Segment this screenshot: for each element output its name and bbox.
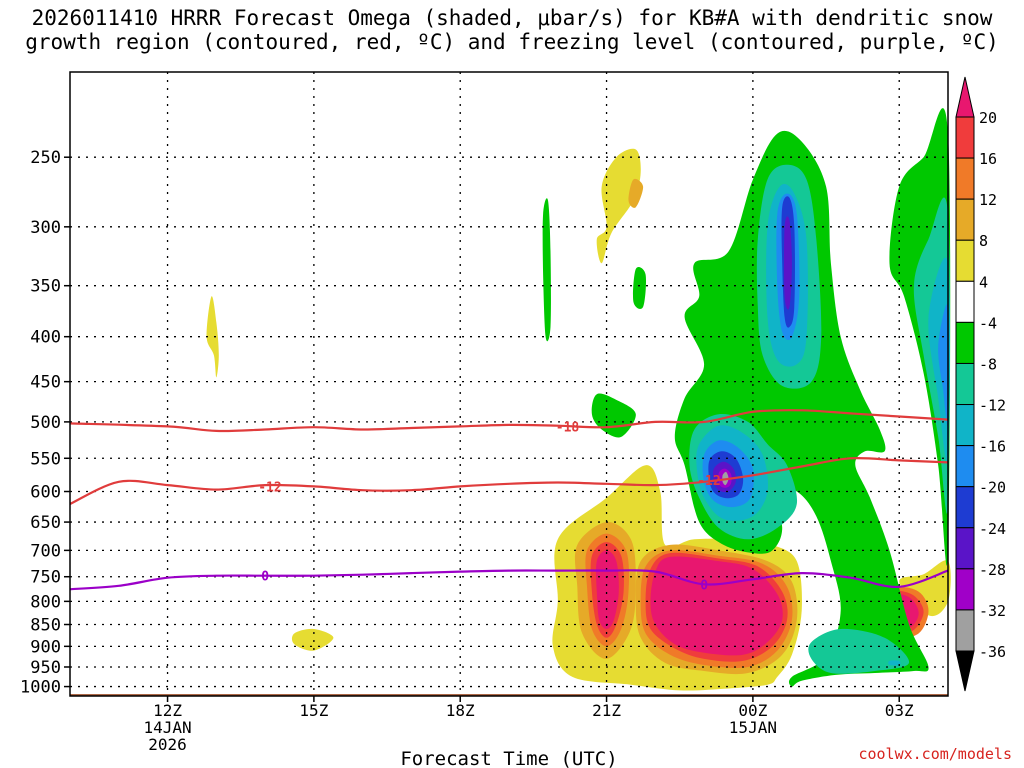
colorbar-box-1 (955, 157, 975, 200)
colorbar-label-2: 12 (979, 191, 997, 209)
y-tick-label-250: 250 (30, 148, 61, 168)
colorbar-label-3: 8 (979, 232, 988, 250)
colorbar-box-3 (955, 239, 975, 282)
contour-line-0 (70, 569, 948, 591)
y-tick-label-700: 700 (30, 541, 61, 561)
x-tick-label-00Z-1: 15JAN (729, 718, 777, 737)
y-tick-labels: 2503003504004505005506006507007508008509… (20, 148, 70, 698)
colorbar-label-6: -8 (979, 355, 997, 373)
ground-fill (70, 694, 948, 696)
y-tick-label-600: 600 (30, 483, 61, 503)
grid-lines (70, 72, 948, 696)
omega-region-3 (628, 178, 644, 208)
contour-label-4: 0 (700, 578, 708, 593)
omega-region-26 (784, 216, 792, 310)
colorbar-label-5: -4 (979, 314, 997, 332)
omega-region-21 (674, 130, 929, 687)
y-tick-label-300: 300 (30, 218, 61, 238)
colorbar-box-9 (955, 486, 975, 529)
plot-frame (69, 71, 949, 697)
y-tick-label-650: 650 (30, 513, 61, 533)
omega-region-5 (542, 198, 551, 342)
colorbar-box-8 (955, 445, 975, 488)
contour-label-1: -12 (258, 480, 281, 495)
omega-region-6 (632, 267, 647, 309)
contour-line--12 (70, 456, 948, 506)
omega-region-7 (591, 393, 636, 438)
x-tick-label-00Z-0: 00Z (738, 701, 767, 720)
omega-shading (70, 694, 948, 696)
contour-line--18 (70, 409, 948, 433)
x-tick-label-12Z-2: 2026 (148, 735, 187, 754)
y-tick-label-400: 400 (30, 328, 61, 348)
x-axis-label: Forecast Time (UTC) (400, 748, 617, 768)
title-line-2: growth region (contoured, red, ºC) and f… (25, 30, 999, 54)
contour-label-3: 0 (261, 570, 269, 585)
contour-lines: -18 -12 -12 0 0 (70, 409, 948, 593)
colorbar-box-10 (955, 527, 975, 570)
contour-label-0: -18 (556, 420, 580, 435)
colorbar-label-10: -24 (979, 520, 1006, 538)
x-tick-label-12Z-0: 12Z (153, 701, 182, 720)
omega-region-2 (596, 148, 641, 264)
colorbar-box-5 (955, 321, 975, 364)
y-tick-label-950: 950 (30, 658, 61, 678)
colorbar-label-4: 4 (979, 273, 988, 291)
omega-region-0 (206, 296, 219, 378)
colorbar-box-11 (955, 568, 975, 611)
omega-region-1 (291, 628, 334, 651)
y-tick-label-800: 800 (30, 592, 61, 612)
y-tick-label-750: 750 (30, 568, 61, 588)
colorbar-label-9: -20 (979, 479, 1006, 497)
x-tick-label-03Z-0: 03Z (885, 701, 914, 720)
omega-region-37 (938, 304, 949, 426)
colorbar-label-0: 20 (979, 109, 997, 127)
colorbar-box-0 (955, 116, 975, 159)
colorbar-box-2 (955, 198, 975, 241)
y-tick-label-550: 550 (30, 449, 61, 469)
colorbar: 20 16 12 8 4 -4 -8 -12 -16 -20 -24 -28 -32 -36 (955, 76, 1006, 692)
chart-title: 2026011410 HRRR Forecast Omega (shaded, … (0, 6, 1024, 54)
y-tick-label-500: 500 (30, 413, 61, 433)
site-credit[interactable]: coolwx.com/models (858, 745, 1012, 763)
x-tick-label-21Z-0: 21Z (592, 701, 621, 720)
x-tick-label-15Z-0: 15Z (299, 701, 328, 720)
y-tick-label-850: 850 (30, 616, 61, 636)
colorbar-box-4 (955, 280, 975, 323)
colorbar-label-7: -12 (979, 397, 1006, 415)
colorbar-label-8: -16 (979, 438, 1006, 456)
omega-region-39 (888, 660, 901, 666)
colorbar-top-arrow (955, 76, 975, 118)
title-line-1: 2026011410 HRRR Forecast Omega (shaded, … (31, 6, 993, 30)
y-tick-label-900: 900 (30, 637, 61, 657)
colorbar-box-6 (955, 362, 975, 406)
x-tick-label-18Z-0: 18Z (446, 701, 475, 720)
colorbar-label-12: -32 (979, 602, 1006, 620)
omega-region-38 (808, 628, 910, 674)
colorbar-label-1: 16 (979, 150, 997, 168)
colorbar-box-12 (955, 609, 975, 652)
y-tick-label-1000: 1000 (20, 678, 61, 698)
x-tick-label-12Z-1: 14JAN (143, 718, 191, 737)
colorbar-box-7 (955, 404, 975, 447)
omega-region-16 (650, 556, 783, 656)
y-tick-label-450: 450 (30, 373, 61, 393)
contour-label-2: -12 (697, 474, 720, 489)
colorbar-label-13: -36 (979, 643, 1006, 661)
y-tick-label-350: 350 (30, 277, 61, 297)
colorbar-label-11: -28 (979, 561, 1006, 579)
colorbar-bottom-arrow (955, 650, 975, 692)
